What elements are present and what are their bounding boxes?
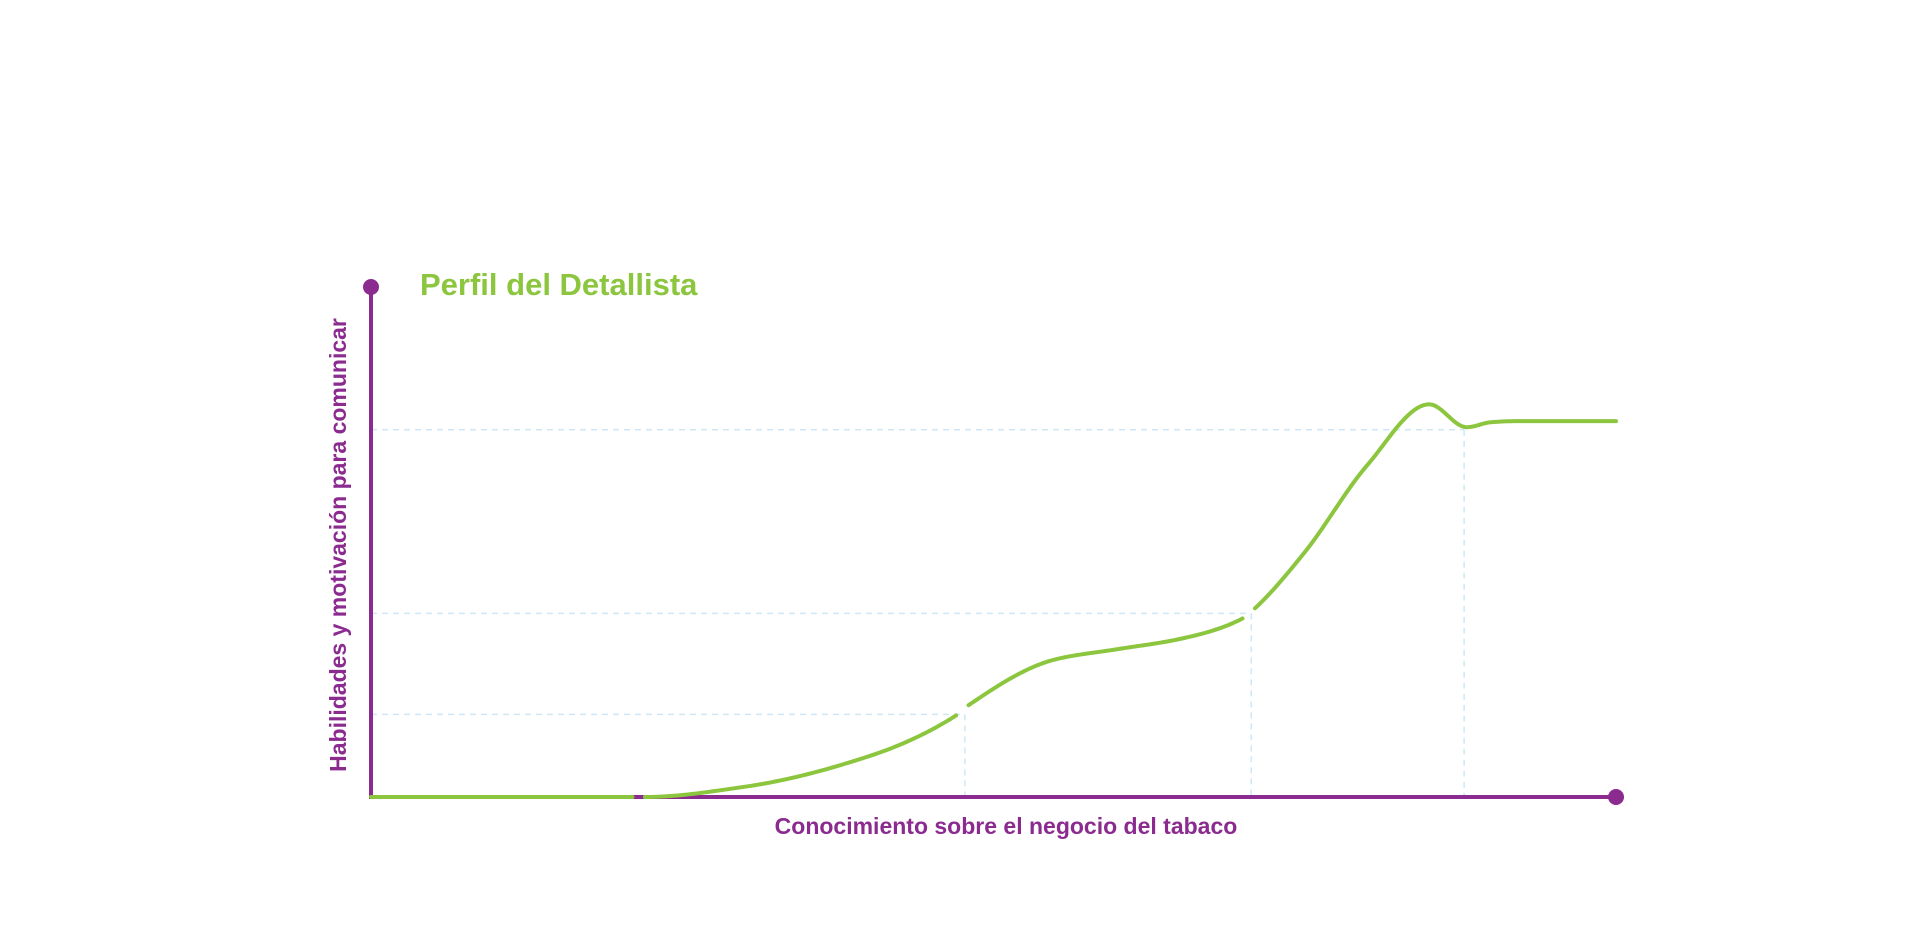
curve-segment-4 [1252,402,1618,611]
curve-segment-3 [966,616,1245,708]
axes [363,279,1624,805]
y-axis-label: Habilidades y motivación para comunicar [325,318,351,772]
y-axis-end-dot [363,279,379,295]
curve-segment-2 [642,713,959,799]
reference-lines [371,429,1465,797]
curve-series [369,402,1618,799]
x-axis-label: Conocimiento sobre el negocio del tabaco [775,813,1238,839]
x-axis-end-dot [1608,789,1624,805]
chart-title: Perfil del Detallista [420,267,698,302]
